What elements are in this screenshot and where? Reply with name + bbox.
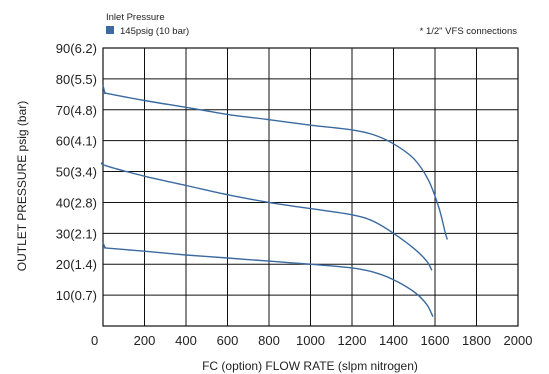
- legend-swatch: [106, 26, 114, 34]
- x-axis-label: FC (option) FLOW RATE (slpm nitrogen): [202, 359, 418, 373]
- chart-note: * 1/2" VFS connections: [420, 26, 518, 37]
- x-tick-label: 600: [217, 333, 239, 348]
- y-tick-label: 50(3.4): [56, 165, 97, 180]
- series-line-1: [102, 84, 449, 240]
- y-axis-ticks: 10(0.7) 20(1.4) 30(2.1) 40(2.8) 50(3.4) 60(4.…: [56, 41, 97, 303]
- grid: [103, 48, 518, 326]
- legend-entry-label: 145psig (10 bar): [120, 26, 189, 37]
- plot-frame: [102, 47, 519, 327]
- series-lines: [100, 84, 449, 318]
- y-tick-label: 10(0.7): [56, 288, 97, 303]
- x-tick-label: 0: [91, 333, 98, 348]
- series-line-2: [100, 161, 433, 271]
- x-tick-label: 400: [175, 333, 197, 348]
- y-tick-label: 30(2.1): [56, 226, 97, 241]
- x-tick-label: 1400: [379, 333, 408, 348]
- y-tick-label: 40(2.8): [56, 195, 97, 210]
- x-tick-label: 1800: [462, 333, 491, 348]
- series-line-3: [102, 242, 434, 318]
- x-tick-label: 200: [134, 333, 156, 348]
- y-axis-label: OUTLET PRESSURE psig (bar): [15, 101, 29, 272]
- y-tick-label: 80(5.5): [56, 72, 97, 87]
- y-tick-label: 60(4.1): [56, 134, 97, 149]
- x-tick-label: 1600: [421, 333, 450, 348]
- y-tick-label: 90(6.2): [56, 41, 97, 56]
- legend-title: Inlet Pressure: [106, 12, 165, 23]
- x-tick-label: 800: [258, 333, 280, 348]
- legend: Inlet Pressure 145psig (10 bar): [106, 12, 189, 37]
- y-tick-label: 70(4.8): [56, 103, 97, 118]
- x-tick-label: 2000: [504, 333, 533, 348]
- x-tick-label: 1200: [338, 333, 367, 348]
- x-tick-label: 1000: [296, 333, 325, 348]
- y-tick-label: 20(1.4): [56, 257, 97, 272]
- x-axis-ticks: 0 200 400 600 800 1000 1200 1400 1600 1800 2000: [91, 333, 532, 348]
